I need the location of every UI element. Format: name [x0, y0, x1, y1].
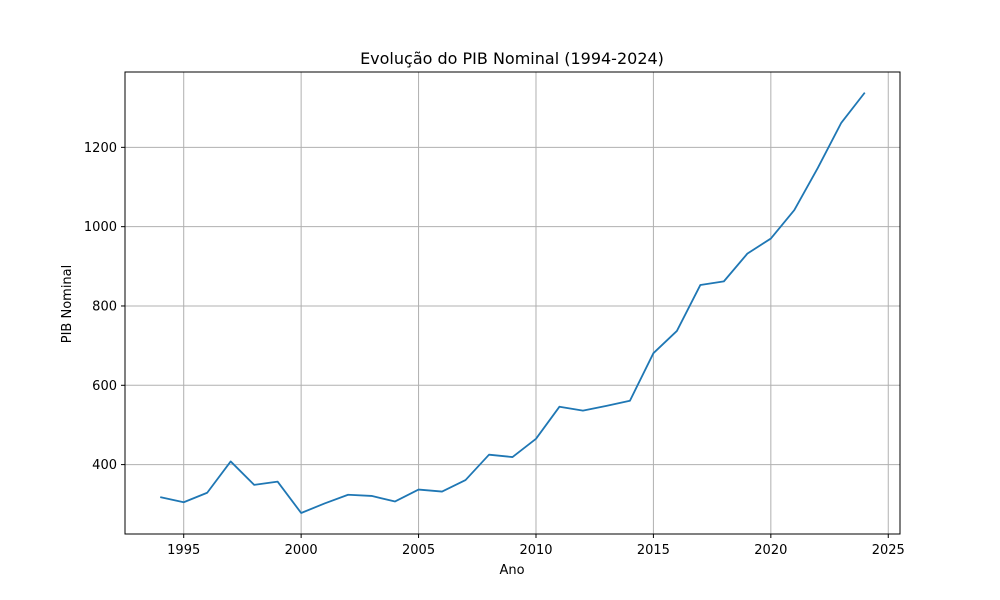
y-tick-label: 800 — [92, 299, 117, 314]
x-axis-title: Ano — [499, 563, 524, 578]
y-tick-label: 1000 — [84, 220, 117, 235]
y-tick-label: 400 — [92, 458, 117, 473]
x-tick-label: 2010 — [519, 543, 552, 558]
x-tick-label: 2005 — [402, 543, 435, 558]
y-axis: 400 600 800 1000 1200 — [84, 141, 125, 473]
x-tick-label: 2000 — [285, 543, 318, 558]
x-tick-label: 1995 — [167, 543, 200, 558]
x-tick-label: 2025 — [872, 543, 905, 558]
x-tick-label: 2015 — [637, 543, 670, 558]
y-axis-title: PIB Nominal — [60, 265, 75, 344]
grid — [125, 72, 900, 534]
x-tick-label: 2020 — [754, 543, 787, 558]
chart-title: Evolução do PIB Nominal (1994-2024) — [360, 49, 664, 68]
y-tick-label: 600 — [92, 379, 117, 394]
plot-frame — [124, 71, 901, 535]
x-axis: 1995 2000 2005 2010 2015 2020 2025 — [167, 534, 905, 558]
series-layer — [160, 92, 866, 514]
series-line-pib-nominal — [160, 92, 866, 514]
y-tick-label: 1200 — [84, 141, 117, 156]
